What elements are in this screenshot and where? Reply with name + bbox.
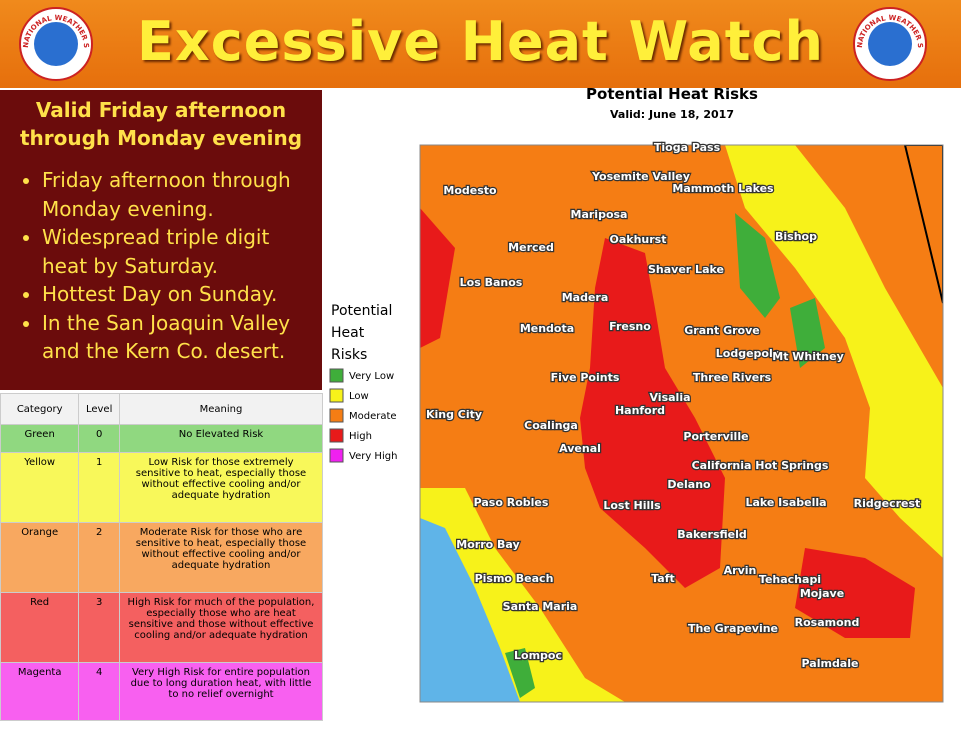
heat-map [420,145,943,702]
place-label: Oakhurst [610,233,667,246]
column-header: Level [78,393,120,425]
legend-swatch [329,428,344,443]
place-label: Mammoth Lakes [672,182,774,195]
place-label: Rosamond [795,616,860,629]
place-label: Fresno [609,320,651,333]
map-frame [419,144,944,703]
place-label: Bakersfield [677,528,747,541]
place-label: Mariposa [571,208,628,221]
logo-core [34,22,78,66]
logo-core [868,22,912,66]
table-row: Orange 2 Moderate Risk for those who are s… [0,522,323,593]
logo: NATIONAL WEATHER SERVICE [18,6,93,81]
column-header: Category [0,393,80,425]
place-label: Paso Robles [474,496,549,509]
table-cell: 1 [78,452,120,523]
bullet: Friday afternoon through Monday evening. [42,166,314,223]
place-label: Hanford [615,404,665,417]
summary-heading: Valid Friday afternoon through Monday ev… [19,98,303,150]
legend-label: Very High [349,451,397,462]
table-cell: High Risk for much of the population, es… [119,592,323,663]
legend-label: Very Low [349,371,394,382]
place-label: Lodgepole [716,347,780,360]
table-cell: Low Risk for those extremely sensitive t… [119,452,323,523]
place-label: Palmdale [802,657,859,670]
place-label: Taft [651,572,675,585]
table-row: Yellow 1 Low Risk for those extremely sens… [0,452,323,523]
map-title: Potential Heat Risks [586,88,758,103]
table-cell: 0 [78,424,120,453]
place-label: Morro Bay [456,538,519,551]
place-label: Five Points [551,371,620,384]
place-label: Mojave [800,587,844,600]
legend-swatch [329,368,344,383]
place-label: King City [426,408,482,421]
place-label: Pismo Beach [475,572,554,585]
title: Excessive Heat Watch [137,10,824,73]
map-panel: Potential Heat Risks Valid: June 18, 201… [329,88,944,703]
table-cell: Yellow [0,452,80,523]
place-label: Mt Whitney [772,350,844,363]
table-cell: Moderate Risk for those who are sensitiv… [119,522,323,593]
column-header: Meaning [119,393,323,425]
place-label: Avenal [559,442,601,455]
legend-label: Low [349,391,369,402]
place-label: Tehachapi [759,573,821,586]
place-label: Visalia [649,391,690,404]
place-label: The Grapevine [688,622,778,635]
table-cell: Magenta [0,662,80,721]
logo: NATIONAL WEATHER SERVICE [852,6,927,81]
table-cell: 2 [78,522,120,593]
legend-swatch [329,388,344,403]
table-cell: Red [0,592,80,663]
bullet: Widespread triple digit heat by Saturday… [42,223,314,280]
map-subtitle: Valid: June 18, 2017 [610,108,734,121]
place-label: Ridgecrest [854,497,921,510]
table-cell: 3 [78,592,120,663]
place-label: Porterville [683,430,748,443]
legend-swatch [329,408,344,423]
place-label: California Hot Springs [692,459,829,472]
table-row: Green 0 No Elevated Risk [0,424,323,453]
place-label: Three Rivers [693,371,772,384]
place-label: Arvin [724,564,757,577]
place-label: Coalinga [524,419,578,432]
legend-swatch [329,448,344,463]
table-row: Red 3 High Risk for much of the population… [0,592,323,663]
place-label: Lompoc [514,649,562,662]
legend-label: Moderate [349,411,397,422]
header: NATIONAL WEATHER SERVICE Excessive Heat … [0,0,961,88]
table-cell: Very High Risk for entire population due… [119,662,323,721]
place-label: Shaver Lake [648,263,724,276]
place-label: Merced [508,241,554,254]
place-label: Los Banos [460,276,523,289]
bullet-list: Friday afternoon through Monday evening.… [8,166,314,366]
table-cell: Green [0,424,80,453]
place-label: Madera [562,291,609,304]
legend-title: Potential Heat Risks [331,303,392,363]
summary-panel: Valid Friday afternoon through Monday ev… [0,90,322,390]
place-label: Modesto [443,184,497,197]
legend-label: High [349,431,372,442]
place-label: Lost Hills [603,499,661,512]
place-label: Delano [667,478,711,491]
place-label: Grant Grove [684,324,759,337]
place-label: Lake Isabella [745,496,826,509]
place-label: Tioga Pass [654,141,721,154]
table-cell: Orange [0,522,80,593]
place-label: Yosemite Valley [591,170,690,183]
table-cell: 4 [78,662,120,721]
bullet: In the San Joaquin Valley and the Kern C… [42,309,314,366]
place-label: Santa Maria [503,600,578,613]
risk-table: Category Level Meaning Green 0 No Elevated Ri… [0,393,323,721]
place-label: Bishop [775,230,817,243]
bullet: Hottest Day on Sunday. [42,280,314,309]
table-row: Magenta 4 Very High Risk for entire popula… [0,662,323,721]
table-cell: No Elevated Risk [119,424,323,453]
place-label: Mendota [520,322,574,335]
